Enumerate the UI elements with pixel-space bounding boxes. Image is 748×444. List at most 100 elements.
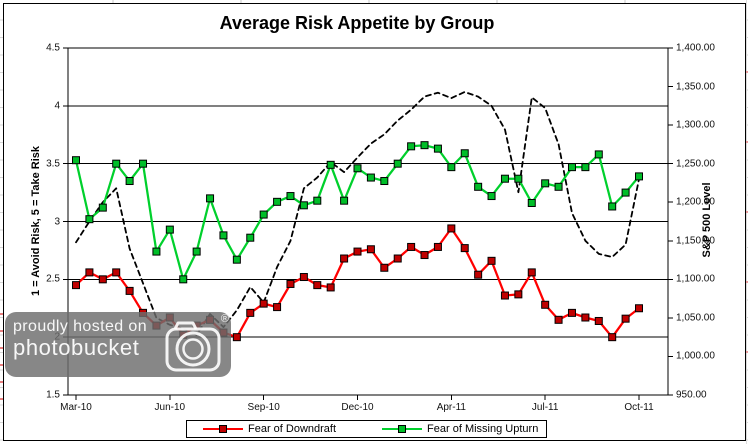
- data-point-fear-of-missing-upturn: [474, 182, 483, 191]
- data-point-fear-of-missing-upturn: [246, 233, 255, 242]
- right-axis-tick-label: 1,050.00: [676, 312, 715, 324]
- left-axis-title: 1 = Avoid Risk, 5 = Take Risk: [30, 146, 42, 296]
- data-point-fear-of-missing-upturn: [85, 215, 94, 224]
- data-point-fear-of-missing-upturn: [273, 197, 282, 206]
- data-point-fear-of-missing-upturn: [192, 247, 201, 256]
- data-point-fear-of-downdraft: [112, 268, 121, 277]
- data-point-fear-of-downdraft: [286, 279, 295, 288]
- data-point-fear-of-missing-upturn: [286, 192, 295, 201]
- data-point-fear-of-missing-upturn: [179, 275, 188, 284]
- data-point-fear-of-missing-upturn: [125, 177, 134, 186]
- data-point-fear-of-downdraft: [487, 256, 496, 265]
- data-point-fear-of-missing-upturn: [420, 141, 429, 150]
- left-axis-tick-label: 2.5: [46, 273, 60, 285]
- right-axis-tick-label: 1,400.00: [676, 42, 715, 54]
- red-line-sample-icon: [203, 425, 243, 434]
- data-point-fear-of-downdraft: [635, 304, 643, 313]
- watermark-line1: proudly hosted on: [13, 318, 148, 335]
- chart-border: [3, 3, 746, 441]
- data-point-fear-of-missing-upturn: [165, 225, 174, 234]
- data-point-fear-of-downdraft: [447, 224, 456, 233]
- watermark-line2: photobucket: [13, 335, 140, 360]
- data-point-fear-of-downdraft: [72, 281, 80, 290]
- x-axis-tick-label: Jul-11: [531, 402, 559, 413]
- data-point-fear-of-downdraft: [98, 275, 107, 284]
- x-axis-tick-label: Sep-10: [247, 402, 280, 413]
- data-point-fear-of-downdraft: [326, 283, 335, 292]
- left-axis-tick-label: 1.5: [46, 389, 60, 401]
- data-point-fear-of-missing-upturn: [567, 163, 576, 172]
- left-axis-tick-label: 4: [54, 100, 60, 112]
- photobucket-watermark: proudly hosted on photobucket ®: [5, 312, 231, 377]
- series-sp500-dashed: [75, 91, 640, 336]
- data-point-fear-of-missing-upturn: [514, 174, 523, 183]
- left-axis-tick-label: 3: [54, 216, 60, 227]
- data-point-fear-of-downdraft: [299, 273, 308, 282]
- right-axis-tick-label: 1,200.00: [676, 196, 715, 208]
- data-point-fear-of-missing-upturn: [313, 196, 322, 205]
- data-point-fear-of-downdraft: [313, 281, 322, 290]
- data-point-fear-of-downdraft: [420, 251, 429, 260]
- data-point-fear-of-missing-upturn: [447, 163, 456, 172]
- data-point-fear-of-missing-upturn: [72, 156, 80, 165]
- data-point-fear-of-downdraft: [366, 245, 375, 254]
- data-point-fear-of-downdraft: [554, 315, 563, 324]
- right-axis-tick-label: 1,000.00: [676, 350, 715, 362]
- data-point-fear-of-downdraft: [567, 308, 576, 317]
- data-point-fear-of-downdraft: [527, 268, 536, 277]
- data-point-fear-of-missing-upturn: [527, 198, 536, 207]
- left-axis-tick-label: 3.5: [46, 158, 60, 170]
- data-point-fear-of-downdraft: [259, 299, 268, 308]
- x-axis-tick-label: Apr-11: [436, 402, 466, 413]
- data-point-fear-of-downdraft: [232, 333, 241, 342]
- right-axis-tick-label: 1,100.00: [676, 273, 715, 285]
- right-axis-tick-label: 1,300.00: [676, 119, 715, 131]
- data-point-fear-of-missing-upturn: [206, 194, 215, 203]
- data-point-fear-of-missing-upturn: [487, 192, 496, 201]
- data-point-fear-of-missing-upturn: [366, 173, 375, 182]
- data-point-fear-of-downdraft: [433, 242, 442, 251]
- data-point-fear-of-missing-upturn: [326, 160, 335, 169]
- data-point-fear-of-missing-upturn: [98, 203, 107, 212]
- data-point-fear-of-downdraft: [340, 254, 349, 263]
- green-line-sample-icon: [382, 425, 423, 434]
- data-point-fear-of-downdraft: [500, 291, 509, 300]
- legend-item-fear-of-downdraft: Fear of Downdraft: [203, 423, 336, 435]
- legend-label: Fear of Downdraft: [248, 423, 337, 435]
- data-point-fear-of-downdraft: [125, 286, 134, 295]
- data-point-fear-of-downdraft: [393, 254, 402, 263]
- data-point-fear-of-missing-upturn: [541, 179, 550, 188]
- data-point-fear-of-downdraft: [460, 244, 469, 253]
- data-point-fear-of-downdraft: [353, 247, 362, 256]
- x-axis-tick-label: Jun-10: [154, 402, 186, 413]
- data-point-fear-of-missing-upturn: [407, 142, 416, 151]
- left-axis-tick-label: 4.5: [46, 42, 60, 54]
- right-axis-tick-label: 1,150.00: [676, 235, 715, 247]
- data-point-fear-of-downdraft: [273, 303, 282, 312]
- data-point-fear-of-missing-upturn: [621, 188, 630, 197]
- data-point-fear-of-missing-upturn: [393, 159, 402, 168]
- chart-title: Average Risk Appetite by Group: [219, 13, 495, 33]
- data-point-fear-of-downdraft: [541, 300, 550, 309]
- legend-item-fear-of-missing-upturn: Fear of Missing Upturn: [382, 423, 538, 435]
- data-point-fear-of-downdraft: [608, 333, 617, 342]
- data-point-fear-of-missing-upturn: [232, 255, 241, 264]
- right-axis-tick-label: 1,350.00: [676, 81, 715, 93]
- data-point-fear-of-downdraft: [581, 313, 590, 322]
- data-point-fear-of-downdraft: [407, 242, 416, 251]
- data-point-fear-of-downdraft: [621, 314, 630, 323]
- data-point-fear-of-downdraft: [246, 308, 255, 317]
- data-point-fear-of-missing-upturn: [353, 164, 362, 173]
- data-point-fear-of-downdraft: [380, 263, 389, 272]
- data-point-fear-of-missing-upturn: [219, 231, 228, 240]
- x-axis-tick-label: Dec-10: [341, 402, 374, 413]
- data-point-fear-of-downdraft: [474, 270, 483, 279]
- data-point-fear-of-missing-upturn: [139, 159, 148, 168]
- data-point-fear-of-missing-upturn: [259, 210, 268, 219]
- data-point-fear-of-missing-upturn: [554, 182, 563, 191]
- data-point-fear-of-missing-upturn: [581, 163, 590, 172]
- data-point-fear-of-missing-upturn: [608, 202, 617, 211]
- data-point-fear-of-downdraft: [85, 268, 94, 277]
